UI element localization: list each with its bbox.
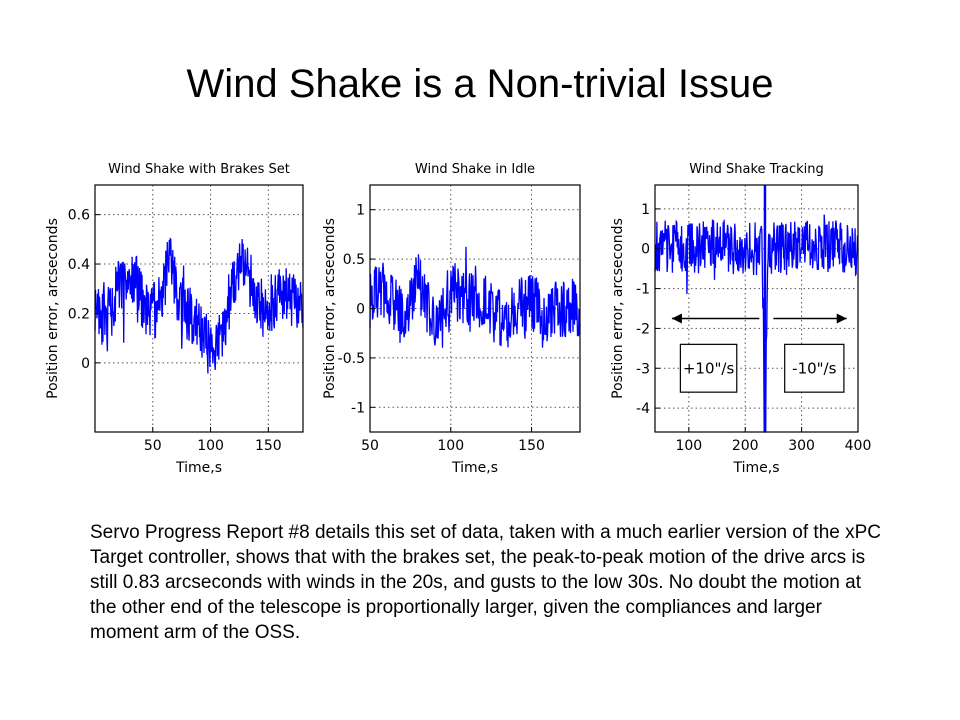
x-axis-label: Time,s <box>451 460 498 476</box>
x-axis-label: Time,s <box>732 460 779 476</box>
y-tick-label: 0.5 <box>343 252 365 268</box>
y-tick-label: 1 <box>641 202 650 218</box>
x-tick-label: 100 <box>675 438 702 454</box>
x-tick-label: 100 <box>437 438 464 454</box>
x-tick-label: 400 <box>845 438 872 454</box>
annotation-plus: +10"/s <box>683 359 735 377</box>
data-trace <box>654 214 859 433</box>
data-trace <box>94 237 304 374</box>
data-trace <box>369 246 581 348</box>
plot-frame <box>654 184 859 433</box>
y-axis-label: Position error, arcseconds <box>610 218 626 399</box>
right-arrow-head <box>836 313 847 324</box>
slide-title: Wind Shake is a Non-trivial Issue <box>186 62 774 106</box>
y-tick-label: -3 <box>636 361 650 377</box>
chart-title: Wind Shake with Brakes Set <box>108 162 290 177</box>
chart-title: Wind Shake Tracking <box>689 162 824 177</box>
chart-brakes-set: Wind Shake with Brakes Set 50 100 150 0 0.2 0.… <box>35 150 315 490</box>
y-tick-label: 0 <box>356 302 365 318</box>
x-tick-label: 50 <box>144 438 162 454</box>
annotation-minus: -10"/s <box>792 359 836 377</box>
y-axis-label: Position error, arcseconds <box>322 218 338 399</box>
plot-frame <box>94 184 304 433</box>
chart-tracking: Wind Shake Tracking 100 200 300 400 -4 -3 -2 -1 0… <box>600 150 880 490</box>
annotation-box-right <box>784 343 845 393</box>
x-tick-label: 150 <box>255 438 282 454</box>
x-tick-label: 100 <box>197 438 224 454</box>
x-axis-label: Time,s <box>175 460 222 476</box>
y-axis-label: Position error, arcseconds <box>45 218 61 399</box>
y-tick-label: -0.5 <box>338 351 365 367</box>
chart-title: Wind Shake in Idle <box>415 162 535 177</box>
y-tick-label: 1 <box>356 203 365 219</box>
y-tick-label: -2 <box>636 321 650 337</box>
y-tick-label: -1 <box>636 282 650 298</box>
y-tick-label: 0.2 <box>68 306 90 322</box>
body-text: Servo Progress Report #8 details this se… <box>90 522 881 643</box>
y-tick-label: 0 <box>81 356 90 372</box>
y-tick-label: -4 <box>636 401 650 417</box>
left-arrow-head <box>671 313 682 324</box>
y-tick-label: 0 <box>641 242 650 258</box>
x-tick-label: 300 <box>788 438 815 454</box>
chart-idle: Wind Shake in Idle 50 100 150 -1 -0.5 0 0.5 1 Tim… <box>312 150 592 490</box>
x-tick-label: 200 <box>732 438 759 454</box>
x-tick-label: 50 <box>361 438 379 454</box>
x-tick-label: 150 <box>518 438 545 454</box>
annotation-box-left <box>679 343 738 393</box>
y-tick-label: 0.4 <box>68 257 90 273</box>
y-tick-label: 0.6 <box>68 208 90 224</box>
y-tick-label: -1 <box>351 400 365 416</box>
